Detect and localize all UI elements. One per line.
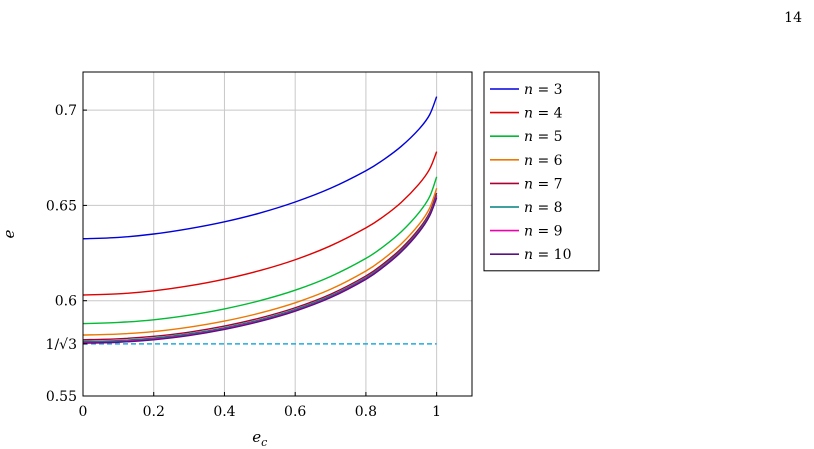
series-line-3 [82,176,438,325]
series-layer [82,96,438,344]
x-axis-label: ec [252,428,267,449]
legend-box [483,71,600,272]
legend-label-1: n = 3 [524,82,563,98]
legend-label-value: = 6 [533,153,563,169]
legend-label-var: n [524,247,533,263]
x-tick-label: 0.6 [284,404,306,420]
legend-label-2: n = 4 [524,106,563,122]
series-line-1 [82,96,438,240]
series-line-8 [82,197,438,344]
legend-label-var: n [524,106,533,122]
legend-label-value: = 5 [533,129,563,145]
series-line-2 [82,151,438,296]
legend-label-7: n = 9 [524,224,563,240]
series-line-6 [82,194,438,343]
legend-label-var: n [524,200,533,216]
legend-label-value: = 4 [533,106,563,122]
series-line-5 [82,192,438,341]
legend-label-5: n = 7 [524,176,563,192]
legend-label-3: n = 5 [524,129,563,145]
x-tick-label: 0.2 [143,404,165,420]
y-axis-label: e [0,229,18,238]
legend-label-value: = 8 [533,200,563,216]
y-tick-label: 1/√3 [46,337,77,353]
page-number: 14 [784,10,802,26]
legend-label-var: n [524,129,533,145]
legend-label-8: n = 10 [524,247,571,263]
y-tick-label: 0.6 [55,294,77,310]
x-tick-label: 1 [432,404,441,420]
y-tick-label: 0.55 [46,389,77,405]
x-tick-label: 0.4 [213,404,235,420]
grid [82,72,472,397]
legend-label-var: n [524,176,533,192]
legend-label-value: = 3 [533,82,563,98]
legend-label-value: = 9 [533,224,563,240]
series-line-4 [82,188,438,336]
x-tick-label: 0.8 [355,404,377,420]
legend-label-value: = 7 [533,176,563,192]
legend-label-var: n [524,153,533,169]
legend-label-4: n = 6 [524,153,563,169]
y-tick-labels: 0.55 1/√3 0.6 0.65 0.7 [46,103,87,405]
plot-frame [82,71,473,397]
legend-label-6: n = 8 [524,200,563,216]
x-tick-labels: 0 0.2 0.4 0.6 0.8 1 [79,392,441,420]
y-tick-label: 0.7 [55,103,77,119]
legend-label-var: n [524,82,533,98]
legend: n = 3n = 4n = 5n = 6n = 7n = 8n = 9n = 1… [483,71,600,272]
y-tick-label: 0.65 [46,198,77,214]
legend-label-var: n [524,224,533,240]
x-axis-label-subscript: c [261,436,267,449]
x-tick-label: 0 [79,404,88,420]
legend-label-value: = 10 [533,247,571,263]
